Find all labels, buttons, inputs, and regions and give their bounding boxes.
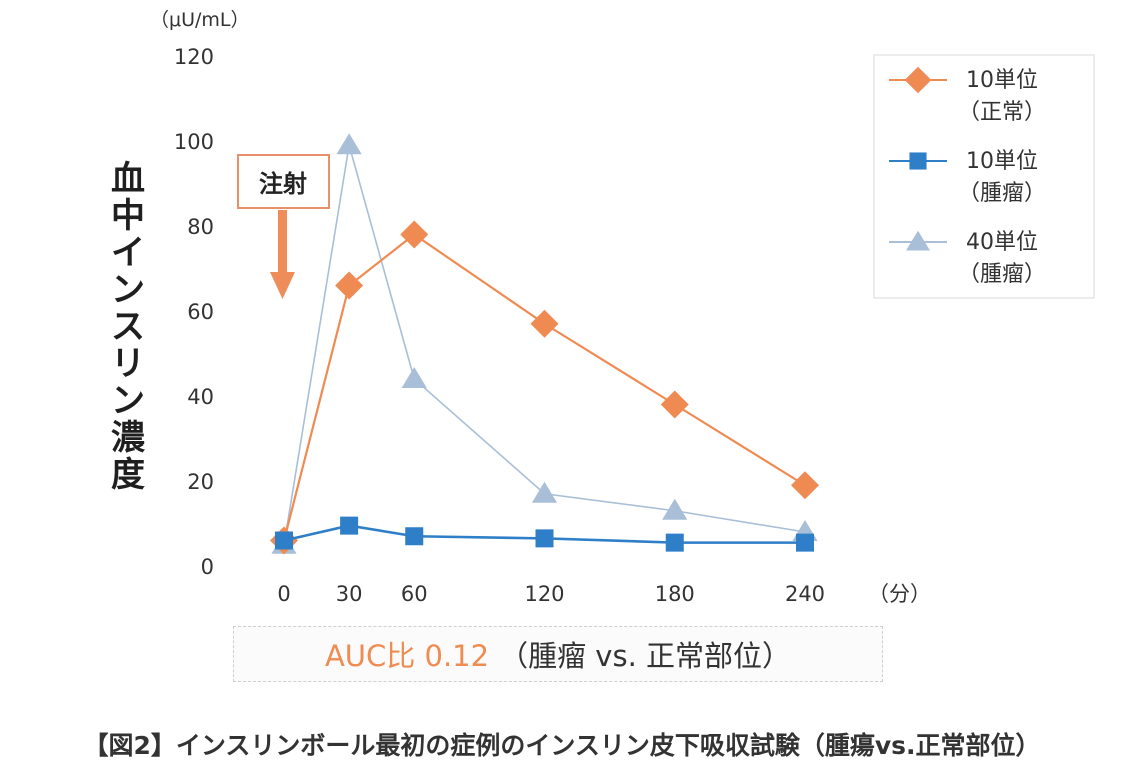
data-point-square xyxy=(275,531,293,550)
data-point-square xyxy=(909,152,927,170)
y-axis-label-char: 濃 xyxy=(111,418,146,458)
data-point-diamond xyxy=(530,309,559,338)
series-0 xyxy=(270,220,819,555)
injection-label: 注射 xyxy=(259,170,307,198)
data-point-triangle xyxy=(662,498,688,520)
y-tick-label: 60 xyxy=(187,300,214,324)
y-axis-label-char: イ xyxy=(111,233,145,273)
data-point-square xyxy=(405,527,424,546)
legend-label: 10単位 xyxy=(966,68,1038,93)
y-axis-label-char: 度 xyxy=(111,455,145,495)
x-tick-label: 60 xyxy=(401,582,428,606)
injection-arrow-icon xyxy=(270,272,295,299)
data-point-square xyxy=(340,516,359,535)
data-point-diamond xyxy=(791,471,819,500)
series-2 xyxy=(271,133,818,554)
x-tick-label: 0 xyxy=(277,582,290,606)
x-tick-label: 30 xyxy=(336,582,363,606)
legend-sublabel: （腫瘤） xyxy=(958,181,1046,206)
data-point-diamond xyxy=(335,271,364,300)
y-axis-label-char: ン xyxy=(111,270,145,310)
y-tick-label: 100 xyxy=(174,130,214,154)
legend-box xyxy=(873,54,1095,299)
y-tick-label: 40 xyxy=(187,385,214,409)
y-axis-label-char: ン xyxy=(111,381,145,421)
y-tick-label: 120 xyxy=(174,45,214,69)
data-point-triangle xyxy=(906,230,930,251)
x-unit-label: （分） xyxy=(868,582,931,606)
y-tick-label: 80 xyxy=(187,215,214,239)
y-axis-label-char: 中 xyxy=(111,196,145,236)
legend-sublabel: （正常） xyxy=(958,100,1046,125)
injection-box xyxy=(237,154,330,209)
data-point-diamond xyxy=(660,390,689,419)
y-tick-label: 0 xyxy=(201,555,214,579)
x-tick-label: 180 xyxy=(655,582,695,606)
injection-arrow-shaft xyxy=(278,210,287,272)
y-axis-label-char: リ xyxy=(111,344,145,384)
series-1 xyxy=(275,516,814,552)
x-tick-label: 120 xyxy=(524,582,564,606)
data-point-triangle xyxy=(401,367,427,388)
series-line xyxy=(282,233,806,541)
auc-ratio-value: AUC比 0.12 xyxy=(324,639,490,673)
legend-label: 10単位 xyxy=(966,149,1038,174)
legend-label: 40単位 xyxy=(966,230,1038,255)
series-line xyxy=(283,145,806,545)
data-point-square xyxy=(665,533,684,552)
y-tick-labels: 0 20 40 60 80 100 120 xyxy=(174,45,214,579)
legend-sublabel: （腫瘤） xyxy=(958,262,1046,287)
data-point-triangle xyxy=(336,133,362,155)
auc-ratio-note: （腫瘤 vs. 正常部位） xyxy=(499,639,792,673)
legend: 10単位 （正常） 10単位 （腫瘤） 40単位 （腫瘤） xyxy=(873,54,1095,299)
data-point-diamond xyxy=(400,220,429,249)
series-layer xyxy=(270,133,819,555)
y-unit-label: （μU/mL） xyxy=(150,9,250,31)
y-tick-label: 20 xyxy=(187,470,214,494)
data-point-square xyxy=(796,533,814,552)
x-tick-label: 240 xyxy=(785,582,825,606)
data-point-square xyxy=(535,529,554,548)
data-point-triangle xyxy=(531,481,558,503)
auc-ratio-box: AUC比 0.12 （腫瘤 vs. 正常部位） xyxy=(233,626,883,682)
series-line xyxy=(283,524,805,544)
y-axis-label-char: 血 xyxy=(111,159,145,199)
data-point-diamond xyxy=(904,66,932,94)
figure-caption: 【図2】インスリンボール最初の症例のインスリン皮下吸収試験（腫瘍vs.正常部位） xyxy=(83,731,1041,760)
x-tick-labels: 0 30 60 120 180 240 xyxy=(277,582,825,606)
injection-annotation: 注射 xyxy=(237,154,330,299)
y-axis-label-char: ス xyxy=(111,307,145,347)
